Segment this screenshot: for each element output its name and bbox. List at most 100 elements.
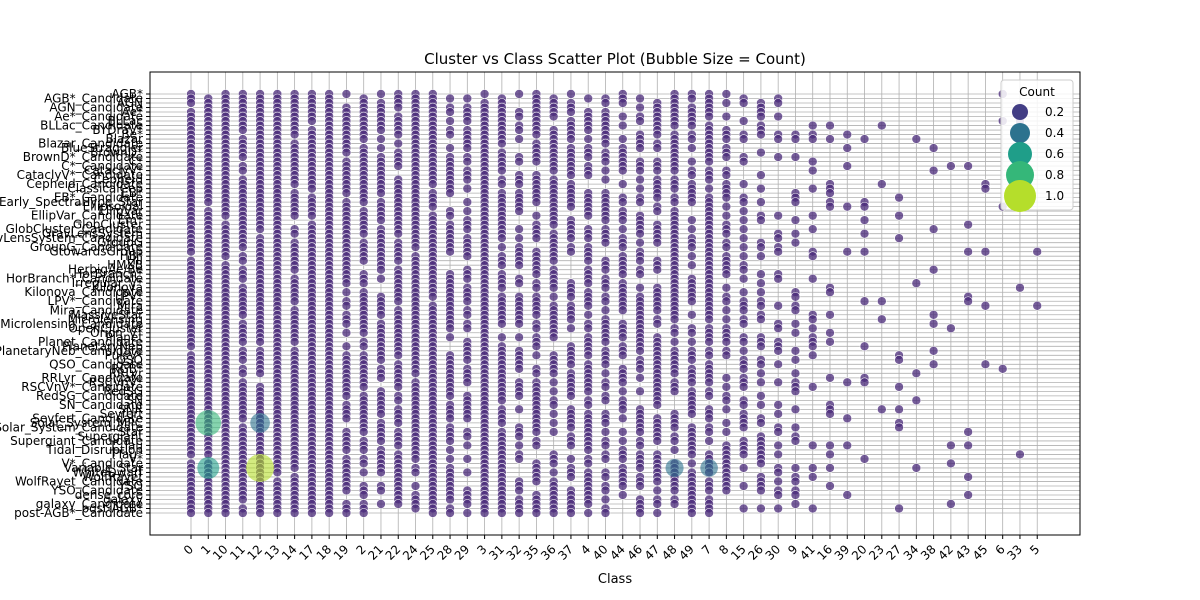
data-point bbox=[790, 476, 801, 487]
data-point bbox=[859, 246, 870, 257]
legend-label: 1.0 bbox=[1045, 189, 1064, 203]
data-point bbox=[410, 454, 421, 464]
data-point bbox=[738, 463, 749, 473]
data-point bbox=[773, 400, 783, 410]
legend-label: 0.2 bbox=[1045, 105, 1064, 119]
data-point bbox=[738, 264, 749, 275]
data-point bbox=[704, 436, 714, 446]
data-point bbox=[773, 346, 783, 356]
data-point bbox=[669, 499, 680, 509]
data-point bbox=[445, 188, 455, 198]
data-point bbox=[600, 395, 611, 406]
y-tick-label: V*_Candidate bbox=[61, 456, 143, 470]
y-tick-label: Orion_V* bbox=[90, 326, 143, 340]
data-point bbox=[946, 440, 956, 451]
data-point bbox=[635, 373, 645, 383]
data-point bbox=[617, 404, 628, 415]
data-point bbox=[376, 499, 386, 509]
data-point bbox=[393, 499, 404, 509]
y-tick-label: WolfRayet bbox=[82, 470, 143, 484]
data-point bbox=[358, 490, 369, 500]
data-point bbox=[687, 215, 697, 225]
data-point bbox=[566, 89, 576, 99]
data-point bbox=[980, 246, 991, 257]
data-point bbox=[445, 332, 455, 343]
data-point bbox=[756, 368, 766, 379]
data-point bbox=[825, 409, 835, 419]
y-tick-label: CataclyV* bbox=[84, 164, 143, 178]
data-point bbox=[497, 318, 507, 329]
data-point bbox=[859, 341, 870, 352]
data-point bbox=[514, 224, 524, 234]
y-tick-label: Cepheid_Candidate bbox=[26, 177, 143, 191]
data-point bbox=[738, 215, 749, 225]
data-point bbox=[738, 224, 749, 234]
data-point bbox=[341, 147, 352, 158]
data-point bbox=[773, 476, 783, 487]
data-point bbox=[548, 111, 559, 122]
y-tick-label: Microlensing bbox=[68, 312, 143, 326]
data-point bbox=[773, 409, 783, 419]
data-point bbox=[842, 440, 853, 451]
data-point bbox=[842, 161, 853, 171]
data-point bbox=[911, 368, 922, 379]
data-point bbox=[427, 201, 438, 212]
data-point bbox=[790, 134, 801, 144]
data-point bbox=[238, 309, 248, 320]
data-point bbox=[773, 152, 783, 162]
data-point bbox=[445, 494, 455, 505]
y-tick-label: Star bbox=[118, 425, 143, 439]
data-point bbox=[756, 341, 766, 352]
data-point bbox=[548, 386, 559, 397]
data-point bbox=[756, 147, 766, 158]
data-point bbox=[790, 368, 801, 379]
data-point bbox=[393, 382, 404, 392]
data-point bbox=[859, 296, 870, 307]
data-point bbox=[1032, 246, 1043, 257]
data-point bbox=[738, 422, 749, 433]
data-point bbox=[721, 192, 732, 203]
data-point bbox=[738, 503, 749, 514]
y-tick-label: BLLac_Candidate bbox=[40, 119, 143, 133]
y-tick-label: Supergiant bbox=[77, 429, 143, 443]
data-point bbox=[652, 485, 663, 496]
data-point bbox=[220, 210, 231, 221]
data-point bbox=[393, 418, 404, 428]
data-point bbox=[358, 508, 369, 518]
data-point bbox=[687, 409, 697, 419]
data-point bbox=[687, 377, 697, 388]
y-tick-label: HorBranch* bbox=[73, 267, 143, 281]
data-point bbox=[807, 165, 818, 176]
data-point bbox=[687, 449, 697, 460]
y-tick-label: Blazar_Candidate bbox=[38, 137, 143, 151]
data-point bbox=[393, 350, 404, 361]
data-point bbox=[687, 260, 697, 271]
data-point bbox=[687, 296, 697, 307]
data-point bbox=[462, 323, 473, 334]
data-point bbox=[548, 409, 559, 419]
data-point bbox=[842, 377, 853, 388]
y-tick-label: Kilonova_Candidate bbox=[24, 285, 143, 299]
y-tick-label: RedSG_Candidate bbox=[36, 389, 143, 403]
data-point bbox=[514, 318, 524, 329]
data-point bbox=[894, 192, 904, 203]
y-tick-label: QSO bbox=[116, 353, 143, 367]
data-point bbox=[341, 445, 352, 455]
y-tick-label: Tidal_Disruption bbox=[45, 443, 143, 457]
data-point bbox=[445, 413, 455, 424]
data-point bbox=[531, 368, 542, 379]
data-point bbox=[497, 165, 507, 176]
y-tick-label: BLLac bbox=[107, 114, 143, 128]
data-point bbox=[600, 296, 611, 307]
data-point bbox=[859, 215, 870, 225]
data-point bbox=[773, 490, 783, 500]
data-point bbox=[531, 210, 542, 221]
data-point bbox=[652, 476, 663, 487]
data-point bbox=[721, 336, 732, 347]
data-point bbox=[514, 454, 524, 464]
data-point bbox=[894, 233, 904, 243]
data-point bbox=[617, 377, 628, 388]
data-point bbox=[462, 206, 473, 216]
data-point bbox=[497, 332, 507, 343]
